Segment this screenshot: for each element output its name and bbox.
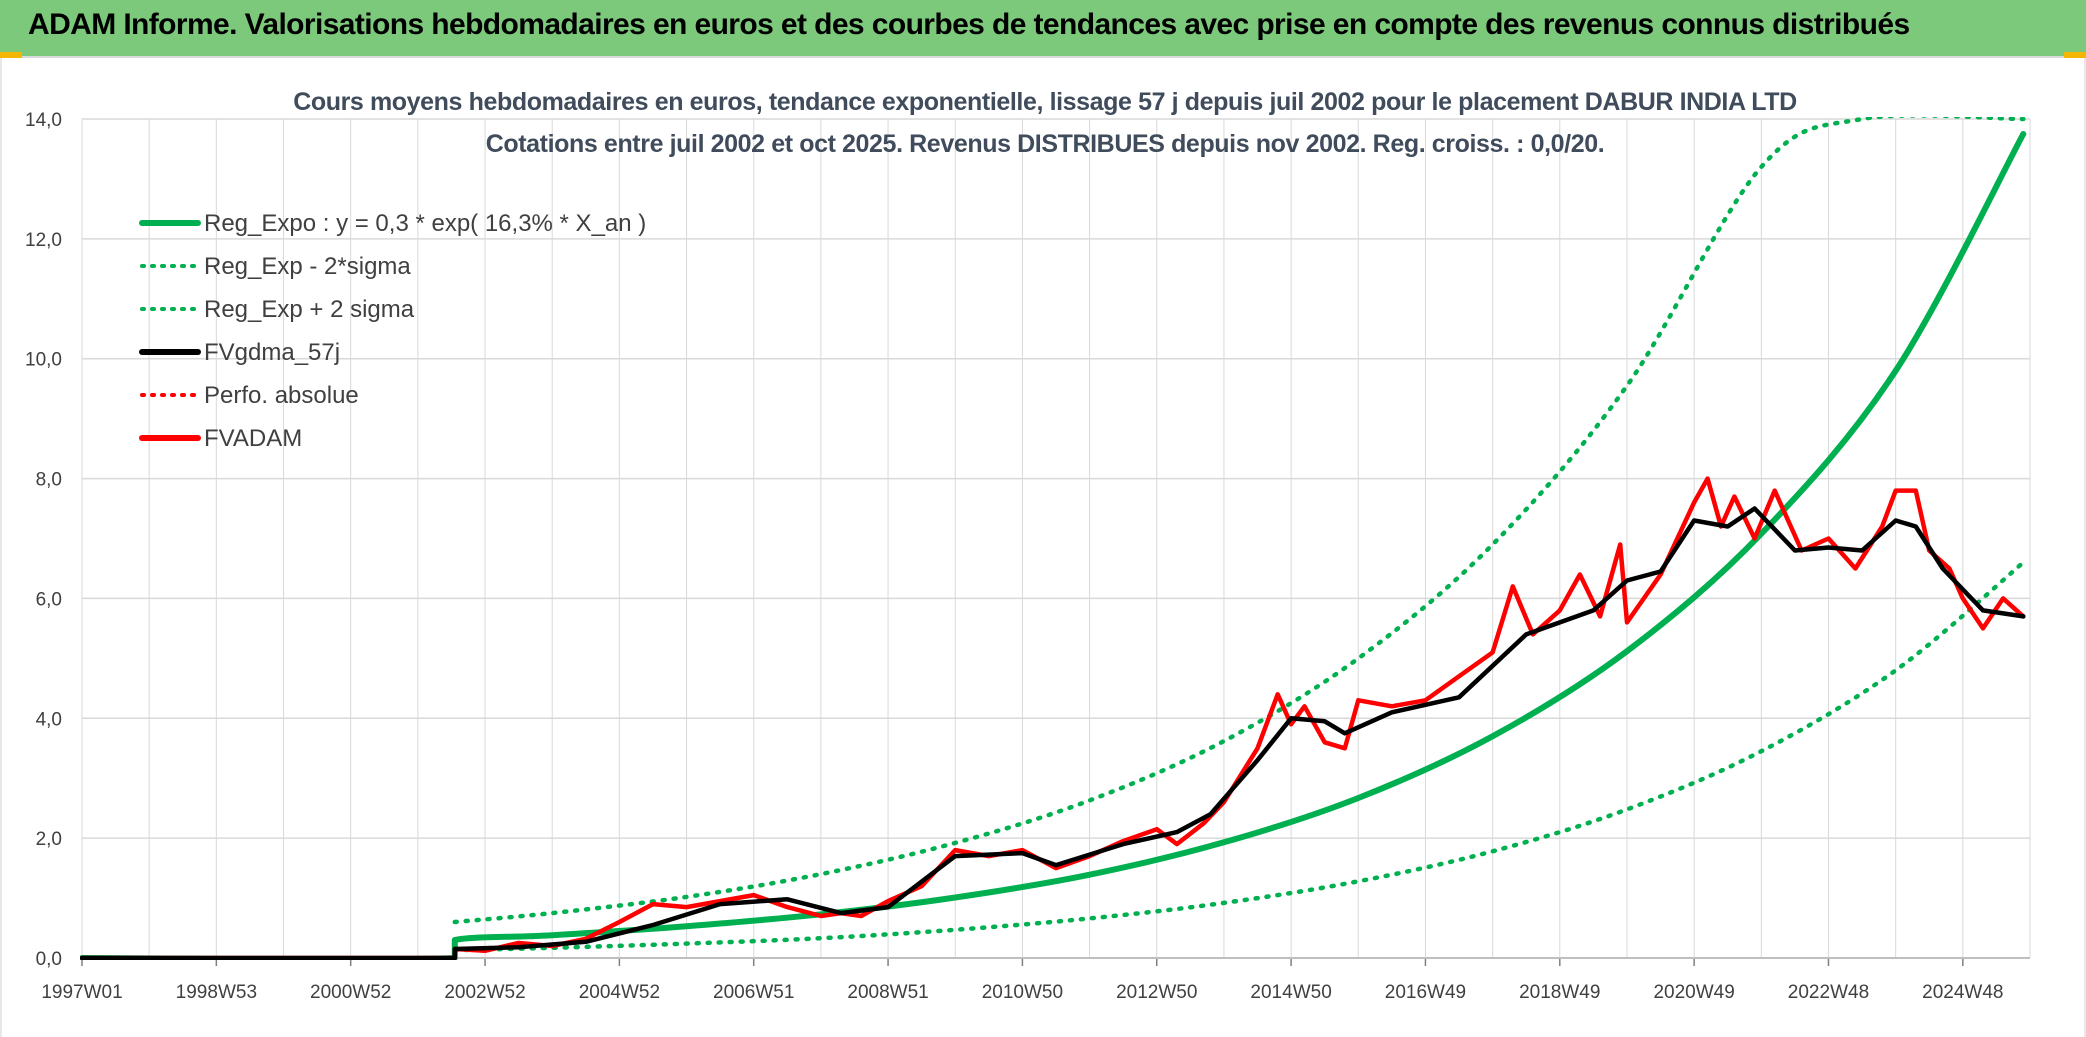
chart-subtitle: Cotations entre juil 2002 et oct 2025. R… (485, 130, 1605, 158)
x-tick-label: 2018W49 (1519, 982, 1600, 1003)
x-tick-label: 2002W52 (444, 982, 525, 1003)
series-fvadam (80, 476, 2026, 960)
series-fvgdma-57j (80, 506, 2026, 960)
series-reg-expo (80, 131, 2027, 960)
y-tick-label: 6,0 (36, 589, 62, 610)
y-tick-label: 10,0 (25, 350, 62, 371)
legend-label-reg_plus: Reg_Exp + 2 sigma (204, 296, 415, 323)
legend: Reg_Expo : y = 0,3 * exp( 16,3% * X_an )… (139, 210, 646, 452)
x-tick-label: 2016W49 (1385, 982, 1466, 1003)
y-tick-label: 14,0 (25, 110, 62, 131)
x-tick-label: 2010W50 (982, 982, 1063, 1003)
x-tick-label: 2012W50 (1116, 982, 1197, 1003)
y-tick-label: 8,0 (36, 470, 62, 491)
header-bar: ADAM Informe. Valorisations hebdomadaire… (0, 0, 2086, 58)
report-title: ADAM Informe. Valorisations hebdomadaire… (28, 8, 1910, 41)
x-tick-label: 1998W53 (176, 982, 257, 1003)
chart-title: Cours moyens hebdomadaires en euros, ten… (293, 88, 1797, 116)
series-reg-minus-2-sigma (452, 560, 2026, 953)
x-tick-label: 2004W52 (579, 982, 660, 1003)
x-tick-label: 2014W50 (1250, 982, 1331, 1003)
legend-label-reg_expo: Reg_Expo : y = 0,3 * exp( 16,3% * X_an ) (204, 210, 646, 237)
x-tick-label: 2024W48 (1922, 982, 2003, 1003)
x-tick-label: 2000W52 (310, 982, 391, 1003)
legend-label-fvgdma: FVgdma_57j (204, 339, 340, 366)
axes: 0,0 2,0 4,0 6,0 8,0 10,0 12,0 14,0 1997W01 1998W5… (25, 110, 2030, 1003)
series-reg-plus-2-sigma (452, 117, 2026, 925)
x-tick-label: 1997W01 (41, 982, 122, 1003)
legend-label-reg_minus: Reg_Exp - 2*sigma (204, 253, 411, 280)
y-tick-label: 4,0 (36, 709, 62, 730)
series-group (80, 117, 2027, 960)
legend-label-perfo: Perfo. absolue (204, 382, 359, 409)
x-tick-label: 2022W48 (1788, 982, 1869, 1003)
chart-area: 0,0 2,0 4,0 6,0 8,0 10,0 12,0 14,0 1997W01 1998W5… (0, 58, 2086, 1037)
x-tick-label: 2020W49 (1653, 982, 1734, 1003)
chart-svg: 0,0 2,0 4,0 6,0 8,0 10,0 12,0 14,0 1997W01 1998W5… (25, 110, 2031, 1003)
y-tick-label: 2,0 (36, 829, 62, 850)
corner-mark-left (0, 52, 22, 58)
x-tick-label: 2006W51 (713, 982, 794, 1003)
y-tick-label: 0,0 (36, 949, 62, 970)
legend-label-fvadam: FVADAM (204, 425, 302, 452)
corner-mark-right (2064, 52, 2086, 58)
x-tick-label: 2008W51 (847, 982, 928, 1003)
y-tick-label: 12,0 (25, 230, 62, 251)
grid (81, 118, 2031, 959)
